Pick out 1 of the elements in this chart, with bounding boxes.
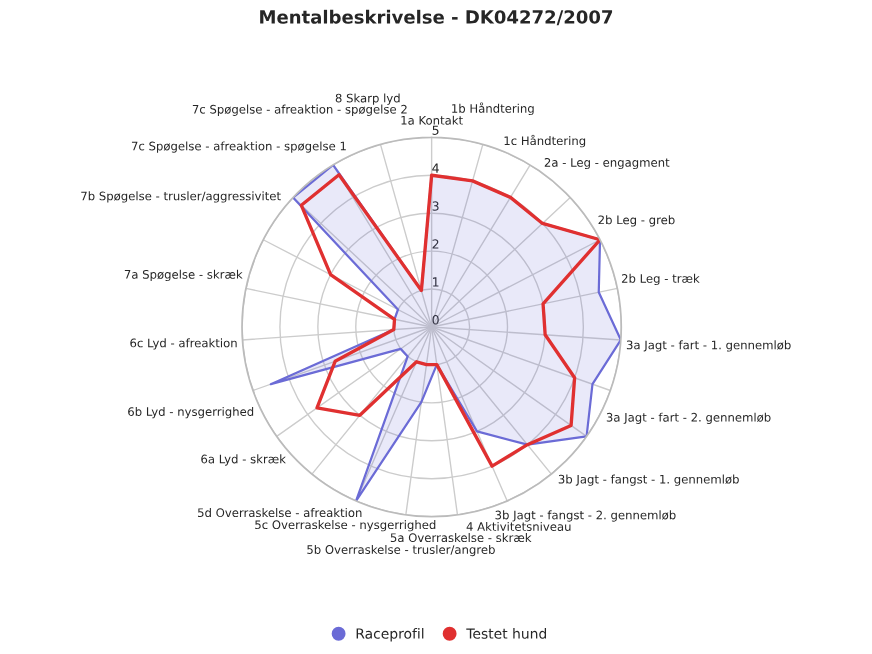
chart-title: Mentalbeskrivelse - DK04272/2007 — [260, 9, 613, 26]
